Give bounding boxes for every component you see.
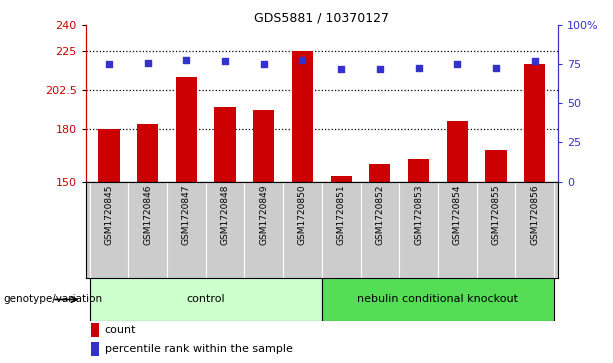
Bar	[292, 52, 313, 182]
Point	[297, 57, 307, 63]
Text: GSM1720849: GSM1720849	[259, 184, 268, 245]
Bar	[447, 121, 468, 182]
Point	[414, 65, 424, 70]
Bar	[524, 64, 545, 182]
Point	[491, 65, 501, 70]
Point	[337, 66, 346, 72]
Text: GSM1720854: GSM1720854	[453, 184, 462, 245]
Bar	[485, 150, 506, 182]
Bar	[89, 278, 322, 321]
Point	[143, 60, 153, 66]
Text: nebulin conditional knockout: nebulin conditional knockout	[357, 294, 519, 305]
Text: GSM1720852: GSM1720852	[375, 184, 384, 245]
Bar	[369, 164, 390, 182]
Point	[530, 58, 539, 64]
Text: GSM1720856: GSM1720856	[530, 184, 539, 245]
Text: GSM1720855: GSM1720855	[492, 184, 500, 245]
Bar	[91, 342, 99, 356]
Title: GDS5881 / 10370127: GDS5881 / 10370127	[254, 11, 389, 24]
Text: GSM1720846: GSM1720846	[143, 184, 152, 245]
Text: genotype/variation: genotype/variation	[3, 294, 102, 305]
Text: count: count	[105, 325, 136, 335]
Text: GSM1720845: GSM1720845	[105, 184, 113, 245]
Point	[181, 57, 191, 63]
Point	[104, 61, 114, 68]
Bar	[408, 159, 429, 182]
Bar	[253, 110, 275, 182]
Text: GSM1720847: GSM1720847	[182, 184, 191, 245]
Bar	[91, 323, 99, 337]
Text: GSM1720850: GSM1720850	[298, 184, 307, 245]
Text: GSM1720848: GSM1720848	[221, 184, 230, 245]
Text: GSM1720851: GSM1720851	[337, 184, 346, 245]
Text: percentile rank within the sample: percentile rank within the sample	[105, 344, 292, 354]
Point	[259, 61, 268, 68]
Bar	[330, 176, 352, 182]
Bar	[215, 107, 236, 182]
Point	[220, 58, 230, 64]
Bar	[137, 124, 158, 182]
Text: control: control	[186, 294, 225, 305]
Bar	[322, 278, 554, 321]
Bar	[176, 77, 197, 182]
Point	[375, 66, 385, 72]
Point	[452, 61, 462, 68]
Text: GSM1720853: GSM1720853	[414, 184, 423, 245]
Bar	[99, 130, 120, 182]
